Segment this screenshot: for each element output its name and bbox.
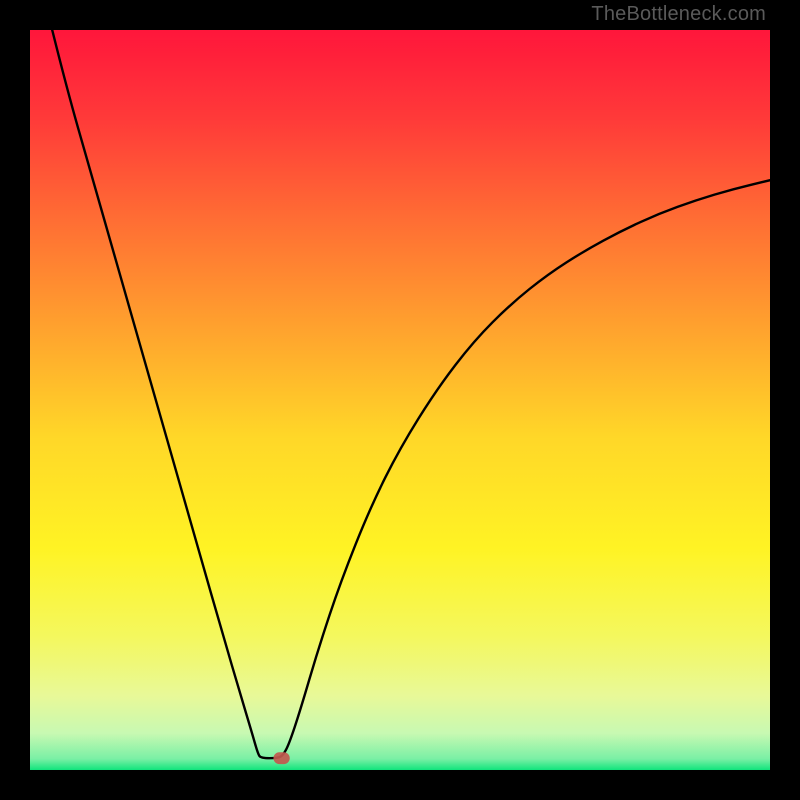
bottleneck-chart: TheBottleneck.com	[0, 0, 800, 800]
watermark-text: TheBottleneck.com	[591, 3, 766, 26]
chart-svg	[30, 30, 770, 770]
optimal-marker	[273, 752, 289, 764]
chart-border-right	[770, 0, 800, 800]
plot-area	[30, 30, 770, 770]
chart-border-bottom	[0, 770, 800, 800]
gradient-background	[30, 30, 770, 770]
chart-border-left	[0, 0, 30, 800]
